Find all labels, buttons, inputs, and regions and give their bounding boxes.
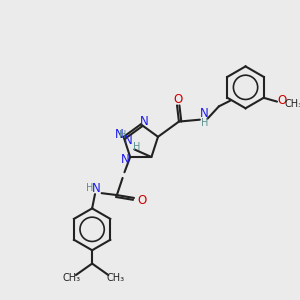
Text: N: N	[200, 107, 209, 121]
Text: N: N	[121, 153, 130, 167]
Text: H: H	[119, 130, 127, 140]
Text: O: O	[277, 94, 286, 107]
Text: H: H	[133, 142, 140, 152]
Text: CH₃: CH₃	[284, 98, 300, 109]
Text: O: O	[137, 194, 146, 207]
Text: CH₃: CH₃	[107, 273, 125, 283]
Text: O: O	[173, 93, 183, 106]
Text: H: H	[85, 183, 93, 194]
Text: N: N	[140, 115, 149, 128]
Text: H: H	[201, 118, 208, 128]
Text: N: N	[92, 182, 100, 195]
Text: CH₃: CH₃	[62, 273, 80, 283]
Text: N: N	[124, 134, 133, 147]
Text: N: N	[115, 128, 123, 141]
